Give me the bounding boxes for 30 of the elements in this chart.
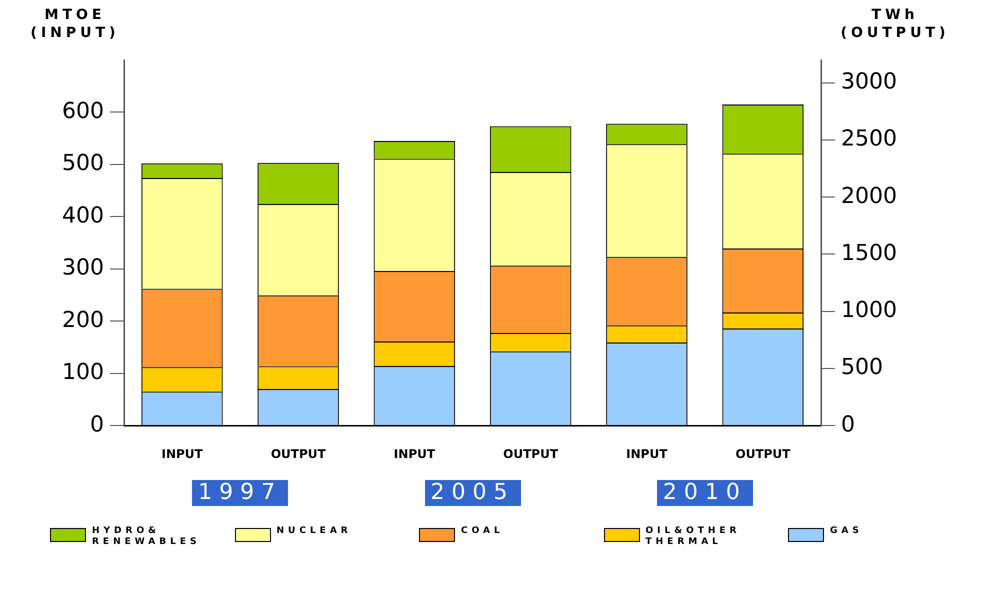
y-tick-label: 200 [62, 308, 104, 333]
y2-axis-title: TWh (OUTPUT) [840, 6, 950, 42]
text: 2005 [424, 480, 520, 506]
x-tick-label: INPUT [161, 446, 204, 461]
y2-tick-label: 0 [841, 412, 855, 438]
y-tick-label: 600 [62, 98, 104, 124]
y-tick-label: 500 [62, 151, 104, 176]
y2-tick-label: 3000 [841, 70, 897, 95]
x-tick-label: INPUT [626, 446, 668, 461]
legend-label: GAS [830, 526, 864, 537]
legend-label: COAL [461, 526, 505, 537]
y-tick-label: 300 [62, 256, 104, 281]
y2-tick-label: 2000 [841, 184, 897, 209]
y2-tick-label: 1500 [841, 240, 897, 266]
x-tick-label: OUTPUT [735, 446, 792, 461]
x-tick-label: OUTPUT [270, 446, 326, 461]
y-tick-label: 0 [90, 412, 104, 438]
legend-label: HYDRO& RENEWABLES [92, 526, 202, 548]
y2-tick-label: 500 [841, 355, 883, 380]
legend-label: NUCLEAR [276, 526, 353, 537]
x-tick-label: INPUT [394, 446, 436, 461]
y2-tick-label: 2500 [841, 126, 897, 152]
text: 2010 [656, 480, 753, 506]
y-tick-label: 100 [62, 360, 104, 386]
y-tick-label: 400 [62, 203, 104, 228]
legend-label: OIL&OTHER THERMAL [646, 526, 742, 548]
x-tick-label: OUTPUT [503, 446, 559, 461]
y2-tick-label: 1000 [841, 298, 897, 324]
y-axis-title: MTOE (INPUT) [30, 6, 120, 42]
text: 1997 [192, 480, 288, 506]
